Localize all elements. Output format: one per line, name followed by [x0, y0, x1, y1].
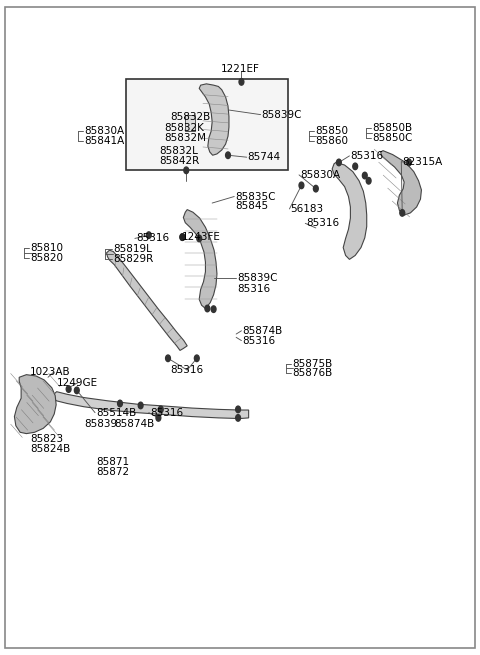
- Text: 85874B: 85874B: [114, 419, 155, 429]
- Text: 85874B: 85874B: [242, 326, 283, 336]
- Circle shape: [353, 163, 358, 170]
- Text: 85316: 85316: [150, 407, 183, 418]
- Text: 85744: 85744: [248, 152, 281, 162]
- Text: 85514B: 85514B: [96, 407, 136, 418]
- Polygon shape: [381, 151, 421, 215]
- Text: 85860: 85860: [315, 136, 348, 147]
- Circle shape: [236, 406, 240, 413]
- Text: 56183: 56183: [290, 204, 324, 214]
- Polygon shape: [107, 250, 187, 350]
- Text: 85839: 85839: [84, 419, 117, 429]
- Circle shape: [407, 159, 411, 166]
- Circle shape: [211, 306, 216, 312]
- Bar: [126, 79, 288, 170]
- Text: 85850B: 85850B: [372, 122, 412, 133]
- Text: 85829R: 85829R: [113, 254, 154, 265]
- Circle shape: [146, 232, 151, 238]
- Circle shape: [156, 415, 161, 421]
- Circle shape: [74, 387, 79, 394]
- Circle shape: [239, 79, 244, 85]
- Circle shape: [299, 182, 304, 189]
- Text: 85875B: 85875B: [292, 358, 332, 369]
- Text: 1221EF: 1221EF: [221, 64, 259, 74]
- Text: 85841A: 85841A: [84, 136, 124, 147]
- Text: 1023AB: 1023AB: [30, 367, 71, 377]
- Text: 85871: 85871: [96, 457, 129, 467]
- Text: 85872: 85872: [96, 467, 129, 477]
- Text: 85819L: 85819L: [113, 244, 152, 254]
- Circle shape: [158, 406, 163, 413]
- Text: 85316: 85316: [170, 365, 204, 375]
- Bar: [185, 115, 195, 131]
- Circle shape: [180, 234, 185, 240]
- Text: 85832K: 85832K: [164, 122, 204, 133]
- Text: 85845: 85845: [235, 200, 268, 211]
- Circle shape: [194, 355, 199, 362]
- Text: 82315A: 82315A: [402, 157, 443, 167]
- Text: 1243FE: 1243FE: [181, 232, 220, 242]
- Circle shape: [180, 234, 185, 240]
- Circle shape: [205, 305, 210, 312]
- Text: 85835C: 85835C: [235, 191, 276, 202]
- Circle shape: [400, 210, 405, 216]
- Circle shape: [197, 235, 202, 242]
- Text: 85820: 85820: [30, 253, 63, 263]
- Text: 85832B: 85832B: [170, 111, 211, 122]
- Circle shape: [362, 172, 367, 179]
- Text: 85824B: 85824B: [30, 444, 70, 455]
- Polygon shape: [183, 210, 217, 309]
- Circle shape: [226, 152, 230, 159]
- Text: 85810: 85810: [30, 242, 63, 253]
- Text: 85876B: 85876B: [292, 368, 332, 379]
- Text: 85316: 85316: [350, 151, 384, 161]
- Text: 85316: 85316: [136, 233, 169, 244]
- Text: 85832L: 85832L: [159, 145, 198, 156]
- Text: 85850: 85850: [315, 126, 348, 136]
- Text: 85316: 85316: [242, 335, 276, 346]
- Text: 85839C: 85839C: [262, 109, 302, 120]
- Text: 85316: 85316: [237, 284, 270, 294]
- Text: 85839C: 85839C: [237, 273, 277, 284]
- Polygon shape: [14, 375, 56, 434]
- Polygon shape: [199, 84, 229, 155]
- Text: 85830A: 85830A: [84, 126, 124, 136]
- Circle shape: [336, 159, 341, 166]
- Circle shape: [366, 178, 371, 184]
- Circle shape: [313, 185, 318, 192]
- Text: 85850C: 85850C: [372, 133, 412, 143]
- Text: 85832M: 85832M: [164, 133, 206, 143]
- Circle shape: [66, 386, 71, 392]
- Text: 85830A: 85830A: [300, 170, 340, 180]
- Circle shape: [166, 355, 170, 362]
- Circle shape: [184, 167, 189, 174]
- Text: 85842R: 85842R: [159, 156, 200, 166]
- Text: 85316: 85316: [306, 218, 339, 229]
- Text: 85823: 85823: [30, 434, 63, 444]
- Circle shape: [236, 415, 240, 421]
- Text: 1249GE: 1249GE: [57, 377, 98, 388]
- Polygon shape: [332, 162, 367, 259]
- Circle shape: [138, 402, 143, 409]
- Polygon shape: [53, 392, 249, 419]
- Circle shape: [118, 400, 122, 407]
